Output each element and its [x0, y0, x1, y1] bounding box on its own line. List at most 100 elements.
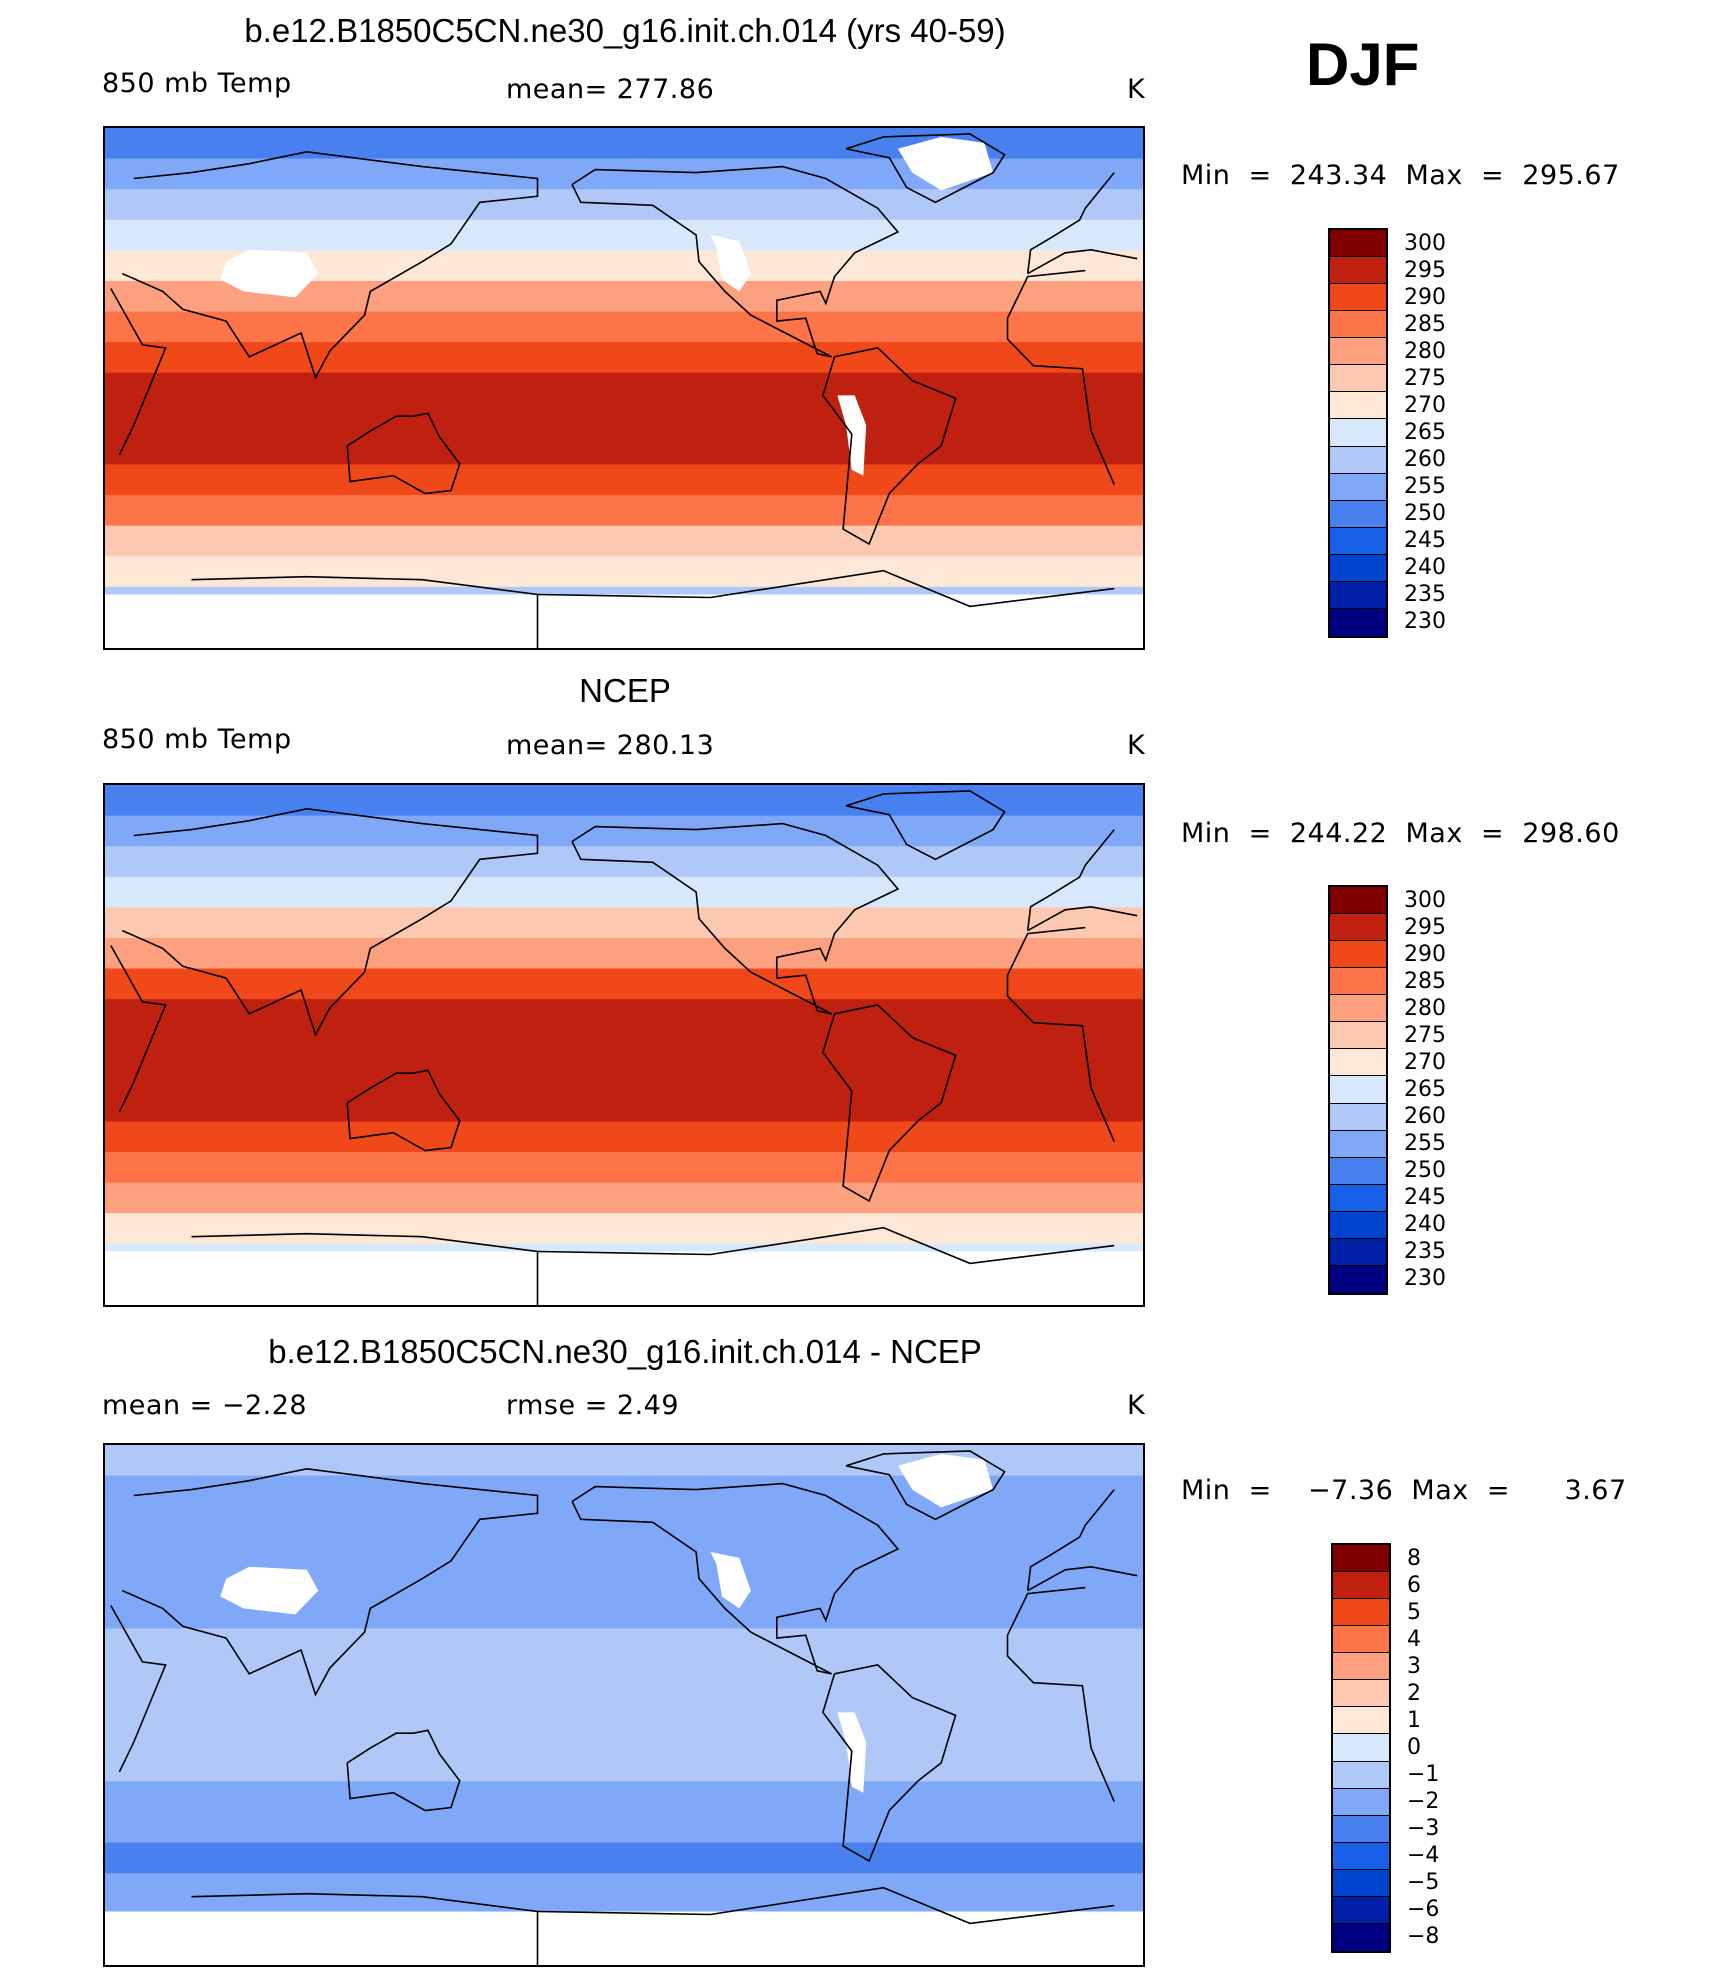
diff-colorbar-box	[1333, 1599, 1389, 1627]
diff-coastlines	[110, 1450, 1138, 1965]
obs-colorbar-label: 260	[1404, 1104, 1446, 1130]
obs-coastline-antarctica	[537, 1226, 1115, 1265]
model-band	[105, 311, 1143, 344]
obs-colorbar-label: 295	[1404, 914, 1446, 940]
obs-band	[105, 876, 1143, 909]
model-colorbar-box	[1330, 230, 1386, 258]
obs-coastline-greenland	[845, 790, 1006, 861]
diff-band	[105, 1536, 1143, 1569]
obs-coastline-eurasia	[1026, 829, 1115, 931]
model-coastline-eurasia	[121, 150, 539, 380]
model-panel-title: b.e12.B1850C5CN.ne30_g16.init.ch.014 (yr…	[244, 12, 1006, 49]
model-colorbar-label: 240	[1404, 555, 1446, 581]
obs-band	[105, 1152, 1143, 1184]
obs-colorbar-box	[1330, 1211, 1386, 1239]
obs-band	[105, 1090, 1143, 1123]
model-band	[105, 464, 1143, 497]
model-coastline-africa	[1006, 269, 1086, 319]
model-band	[105, 342, 1143, 374]
model-colorbar-label: 300	[1404, 230, 1446, 256]
diff-colorbar	[1331, 1543, 1391, 1953]
diff-missing-antarctica	[105, 1911, 1143, 1965]
diff-colorbar-label: 0	[1407, 1735, 1421, 1760]
diff-coastline-eurasia	[1027, 1565, 1138, 1592]
diff-colorbar-box	[1333, 1653, 1389, 1681]
diff-band	[105, 1812, 1143, 1844]
obs-colorbar-label: 255	[1404, 1131, 1446, 1157]
obs-missing-regions	[105, 1251, 1143, 1305]
obs-colorbar-box	[1330, 1049, 1386, 1077]
diff-coastline-eurasia	[1026, 1489, 1115, 1591]
diff-coastline-samerica	[822, 1664, 957, 1863]
diff-colorbar-box	[1333, 1680, 1389, 1708]
obs-colorbar-box	[1330, 1184, 1386, 1212]
obs-band	[105, 846, 1143, 878]
obs-colorbar-labels: 300 295 290 285 280 275 270 265 260 255 250 245 240 2…	[1404, 885, 1484, 1295]
diff-colorbar-label: −3	[1407, 1816, 1440, 1842]
diff-units-label: K	[1127, 1390, 1146, 1421]
obs-band	[105, 907, 1143, 939]
obs-coastline-africa	[110, 945, 167, 1113]
diff-bands	[105, 1445, 1143, 1965]
obs-colorbar-box	[1330, 1103, 1386, 1131]
diff-coastline-eurasia	[121, 1467, 539, 1697]
model-colorbar-box	[1330, 392, 1386, 420]
obs-colorbar-box	[1330, 1157, 1386, 1185]
diff-coastline-africa	[110, 1605, 167, 1773]
diff-minmax: Min = −7.36 Max = 3.67	[1181, 1475, 1627, 1506]
model-missing-antarctica	[105, 594, 1143, 648]
diff-colorbar-label: −4	[1407, 1843, 1440, 1869]
model-coastline-eurasia	[1026, 172, 1115, 274]
diff-missing-area	[710, 1552, 751, 1609]
diff-missing-regions	[105, 1453, 1143, 1965]
model-colorbar-box	[1330, 500, 1386, 528]
diff-panel-title: b.e12.B1850C5CN.ne30_g16.init.ch.014 - N…	[268, 1333, 982, 1370]
model-band	[105, 189, 1143, 221]
obs-colorbar-box	[1330, 1022, 1386, 1050]
obs-mean-label: mean= 280.13	[506, 730, 715, 761]
model-colorbar-labels: 300 295 290 285 280 275 270 265 260 255 250 245 240 2…	[1404, 228, 1484, 638]
model-colorbar-label: 250	[1404, 501, 1446, 527]
diff-colorbar-label: −1	[1407, 1762, 1440, 1788]
model-coastline-africa	[1006, 318, 1115, 485]
model-missing-area	[220, 249, 319, 298]
obs-missing-antarctica	[105, 1251, 1143, 1305]
diff-colorbar-box	[1333, 1896, 1389, 1924]
diff-band	[105, 1720, 1143, 1752]
model-colorbar-box	[1330, 257, 1386, 285]
obs-band	[105, 1213, 1143, 1245]
model-colorbar-box	[1330, 581, 1386, 609]
model-colorbar-box	[1330, 419, 1386, 447]
model-colorbar	[1328, 228, 1388, 638]
diff-missing-area	[897, 1453, 994, 1508]
obs-colorbar-box	[1330, 1076, 1386, 1104]
model-band	[105, 525, 1143, 558]
diff-colorbar-box	[1333, 1869, 1389, 1897]
diff-colorbar-box	[1333, 1707, 1389, 1735]
obs-colorbar-label: 280	[1404, 995, 1446, 1021]
model-band	[105, 403, 1143, 435]
obs-colorbar-box	[1330, 995, 1386, 1023]
model-colorbar-label: 265	[1404, 420, 1446, 445]
model-band	[105, 433, 1143, 466]
obs-coastline-namerica	[571, 822, 900, 1015]
model-colorbar-label: 245	[1404, 528, 1446, 554]
diff-colorbar-box	[1333, 1545, 1389, 1573]
obs-band	[105, 815, 1143, 848]
model-colorbar-box	[1330, 446, 1386, 474]
obs-colorbar	[1328, 885, 1388, 1295]
model-coastline-namerica	[571, 165, 900, 358]
diff-band	[105, 1659, 1143, 1691]
obs-colorbar-label: 240	[1404, 1212, 1446, 1238]
diff-coastline-africa	[1006, 1635, 1115, 1802]
diff-colorbar-label: 5	[1407, 1599, 1421, 1625]
obs-minmax: Min = 244.22 Max = 298.60	[1181, 818, 1620, 849]
diff-colorbar-box	[1333, 1572, 1389, 1600]
model-coastline-australia	[346, 412, 461, 495]
diff-colorbar-label: 8	[1407, 1545, 1421, 1571]
model-coastline-greenland	[845, 133, 1006, 204]
model-colorbar-label: 285	[1404, 311, 1446, 337]
obs-colorbar-label: 235	[1404, 1239, 1446, 1265]
obs-colorbar-box	[1330, 968, 1386, 996]
model-mean-label: mean= 277.86	[506, 74, 715, 105]
